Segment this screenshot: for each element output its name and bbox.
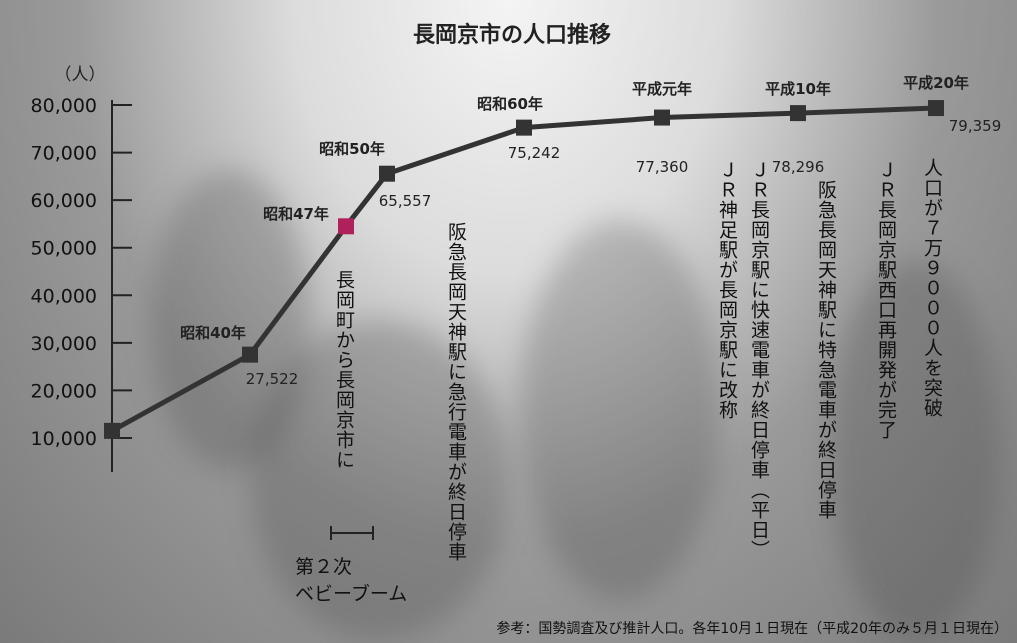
boom-label: 第２次 [295,556,352,578]
x-tick-label: 昭和40年 [180,324,246,342]
boom-label: ベビーブーム [295,582,407,605]
marker [242,346,258,363]
value-label: 79,359 [949,117,1002,135]
y-tick-label: 10,000 [31,428,97,450]
y-tick-label: 50,000 [31,238,97,260]
chart-title: 長岡京市の人口推移 [413,22,611,48]
x-tick-label: 平成元年 [632,80,692,98]
value-label: 75,242 [508,144,561,162]
marker [516,119,532,136]
value-label: 77,360 [636,158,689,176]
marker [379,165,395,182]
value-label: 65,557 [379,192,432,210]
y-tick-label: 80,000 [31,95,97,117]
annotation: ＪＲ長岡京駅に快速電車が終日停車（平日） [748,160,770,560]
marker [790,105,806,122]
note: 参考：国勢調査及び推計人口。各年10月１日現在（平成20年のみ５月１日現在） [496,620,1008,637]
y-tick-label: 20,000 [31,380,97,402]
x-tick-label: 昭和50年 [319,140,385,158]
annotation: 人口が７万９０００人を突破 [921,158,943,418]
x-tick-label: 平成10年 [765,80,831,98]
line [110,105,937,434]
marker [654,109,670,126]
bg-shape [250,320,510,640]
y-tick-label: 60,000 [31,190,97,212]
bg-shape [150,170,310,470]
marker [338,218,354,235]
y-tick-label: 70,000 [31,143,97,165]
annotation: ＪＲ長岡京駅西口再開発が完了 [875,160,897,440]
marker [928,100,944,117]
marker [104,422,120,439]
annotation: 阪急長岡天神駅に特急電車が終日停車 [815,180,837,520]
value-label: 27,522 [246,370,299,388]
value-label: 78,296 [772,158,825,176]
annotation: 阪急長岡天神駅に急行電車が終日停車 [445,222,467,562]
bg-shape [520,220,720,600]
y-axis-label: （人） [55,65,106,85]
x-tick-label: 平成20年 [903,74,969,92]
y-tick-label: 40,000 [31,285,97,307]
y-tick-label: 30,000 [31,333,97,355]
x-tick-label: 昭和60年 [477,95,543,113]
annotation: ＪＲ神足駅が長岡京駅に改称 [716,160,738,420]
bg-shape [830,260,1000,640]
annotation: 長岡町から長岡京市に [333,270,355,470]
x-tick-label: 昭和47年 [263,205,329,223]
